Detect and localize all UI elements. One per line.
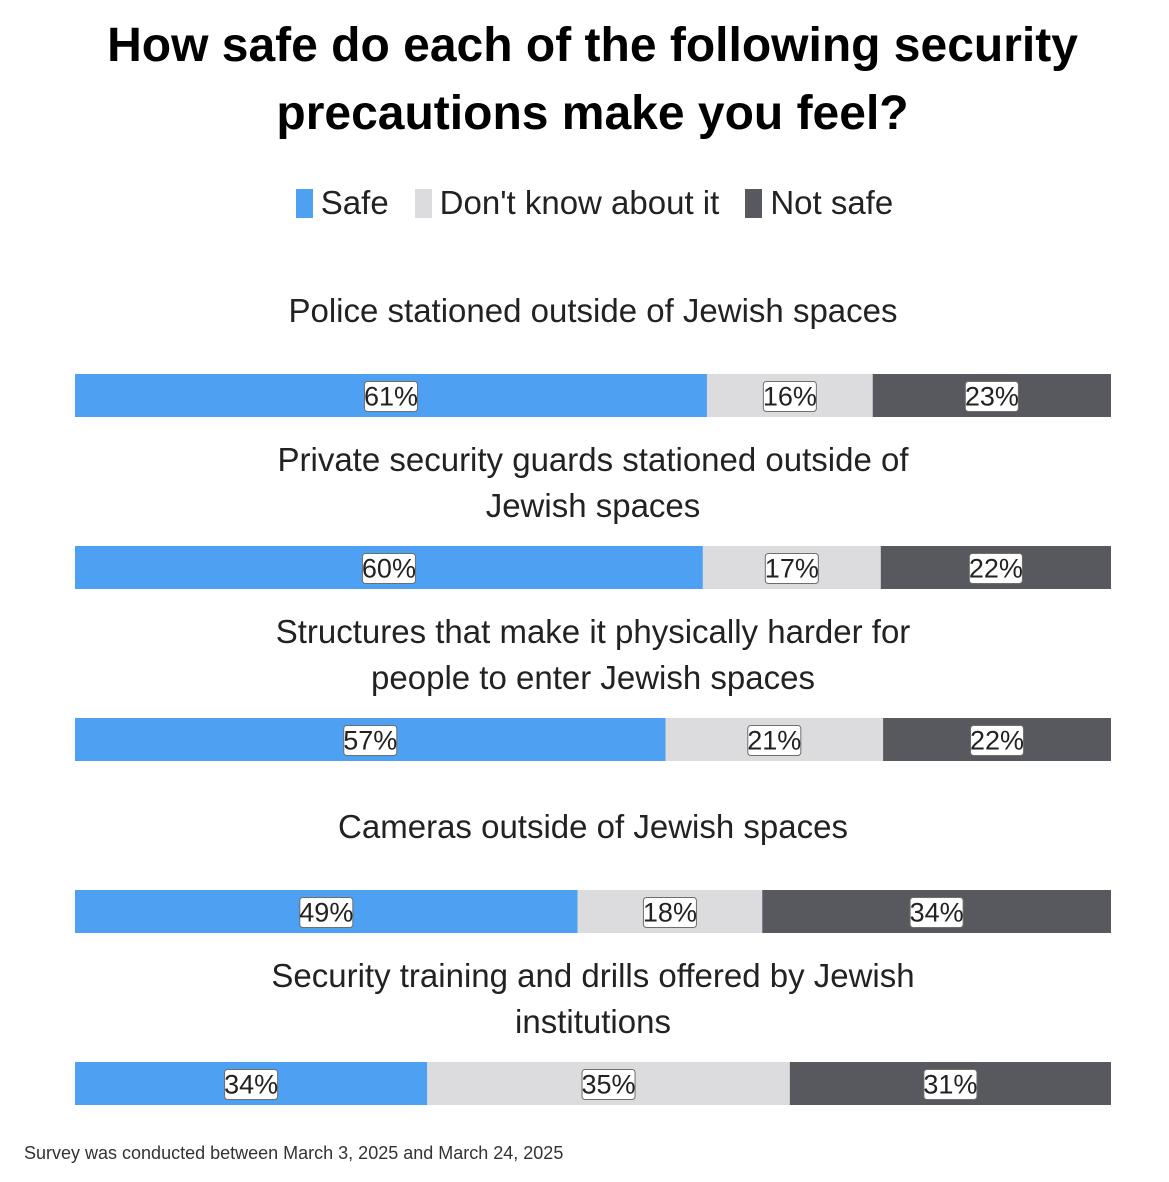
- row-2-value-label-safe: 60%: [362, 554, 416, 584]
- legend-swatch-dont-know: [414, 188, 432, 218]
- row-2-value-label-box-safe: [361, 553, 416, 584]
- row-1-value-label-box-not-safe: [964, 381, 1019, 412]
- row-3-value-label-box-dont-know: [747, 725, 802, 756]
- row-2-category-label-line-1: Private security guards stationed outsid…: [277, 441, 909, 478]
- row-1-value-label-not-safe: 23%: [965, 382, 1019, 412]
- row-1-value-label-box-dont-know: [762, 381, 817, 412]
- row-5-value-label-box-dont-know: [581, 1069, 636, 1100]
- row-5-category-label-line-2: institutions: [515, 1003, 671, 1040]
- row-5-value-label-box-safe: [224, 1069, 279, 1100]
- row-5-value-label-safe: 34%: [224, 1070, 278, 1100]
- row-4-value-label-not-safe: 34%: [910, 898, 964, 928]
- chart-title: How safe do each of the following securi…: [40, 12, 1145, 148]
- row-4-value-label-box-safe: [299, 897, 354, 928]
- row-5-value-label-box-not-safe: [923, 1069, 978, 1100]
- row-1-value-label-box-safe: [363, 381, 418, 412]
- row-3-value-label-box-safe: [343, 725, 398, 756]
- row-4-value-label-box-dont-know: [642, 897, 697, 928]
- row-3-category-label-line-2: people to enter Jewish spaces: [371, 659, 815, 696]
- row-2-value-label-not-safe: 22%: [969, 554, 1023, 584]
- row-1-value-label-safe: 61%: [364, 382, 418, 412]
- legend-item-not-safe: Not safe: [745, 184, 893, 222]
- row-3-category-label-line-1: Structures that make it physically harde…: [276, 613, 911, 650]
- row-3-value-label-safe: 57%: [343, 726, 397, 756]
- legend-item-safe: Safe: [295, 184, 389, 222]
- legend-item-dont-know: Don't know about it: [414, 184, 720, 222]
- row-2-value-label-box-not-safe: [968, 553, 1023, 584]
- row-5-value-label-dont-know: 35%: [582, 1070, 636, 1100]
- row-1-category-label-line-1: Police stationed outside of Jewish space…: [288, 292, 897, 329]
- row-1-value-label-dont-know: 16%: [763, 382, 817, 412]
- survey-footnote: Survey was conducted between March 3, 20…: [24, 1143, 564, 1163]
- legend-label-not-safe: Not safe: [770, 184, 894, 221]
- row-2-category-label-line-2: Jewish spaces: [486, 487, 701, 524]
- row-4-value-label-dont-know: 18%: [643, 898, 697, 928]
- legend-label-dont-know: Don't know about it: [439, 184, 720, 221]
- row-2-value-label-box-dont-know: [764, 553, 819, 584]
- row-4-value-label-box-not-safe: [909, 897, 964, 928]
- row-3-value-label-not-safe: 22%: [970, 726, 1024, 756]
- row-4-category-label-line-1: Cameras outside of Jewish spaces: [338, 808, 848, 845]
- row-2-value-label-dont-know: 17%: [765, 554, 819, 584]
- row-3-value-label-dont-know: 21%: [747, 726, 801, 756]
- legend-swatch-not-safe: [745, 188, 763, 218]
- row-3-value-label-box-not-safe: [970, 725, 1025, 756]
- chart-title-line-2: precautions make you feel?: [276, 87, 909, 140]
- legend-label-safe: Safe: [320, 184, 389, 221]
- row-4-value-label-safe: 49%: [299, 898, 353, 928]
- chart-legend: Safe Don't know about it Not safe: [0, 184, 1169, 222]
- row-5-value-label-not-safe: 31%: [923, 1070, 977, 1100]
- legend-swatch-safe: [295, 188, 313, 218]
- chart-title-line-1: How safe do each of the following securi…: [107, 19, 1078, 72]
- row-5-category-label-line-1: Security training and drills offered by …: [271, 957, 914, 994]
